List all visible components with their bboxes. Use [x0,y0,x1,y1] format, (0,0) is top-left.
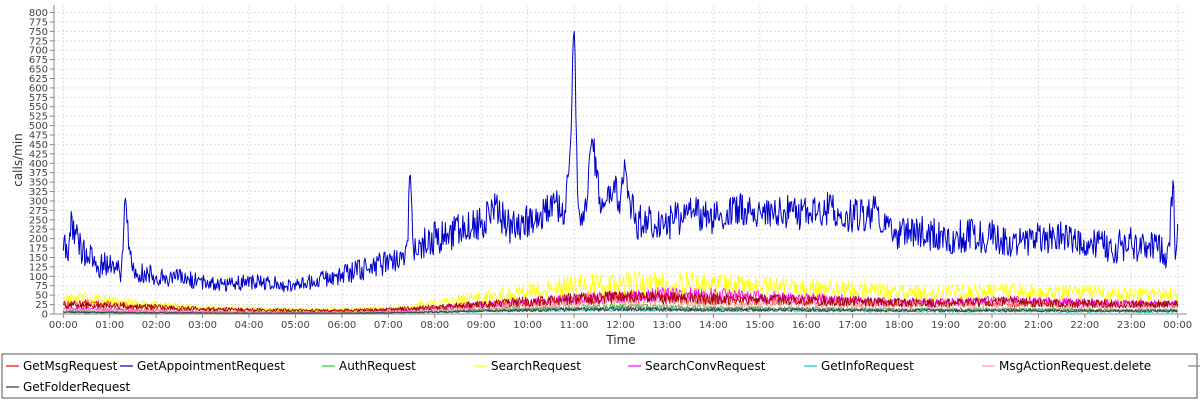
y-tick-label: 300 [29,196,48,207]
x-tick-label: 06:00 [327,320,356,331]
legend-label: GetMsgRequest [23,359,118,373]
x-tick-label: 07:00 [374,320,403,331]
x-tick-label: 04:00 [235,320,264,331]
x-tick-label: 12:00 [606,320,635,331]
legend-label: AuthRequest [339,359,416,373]
x-tick-label: 15:00 [745,320,774,331]
y-tick-label: 650 [29,65,48,76]
y-tick-label: 550 [29,102,48,113]
y-tick-label: 0 [42,310,48,321]
x-tick-label: 19:00 [931,320,960,331]
y-tick-label: 375 [29,168,48,179]
x-tick-label: 08:00 [420,320,449,331]
series-line [63,290,1179,313]
y-tick-label: 450 [29,140,48,151]
legend-item: GetMsgRequest [6,359,118,373]
x-tick-label: 22:00 [1070,320,1099,331]
legend-label: SearchConvRequest [645,359,766,373]
y-tick-label: 475 [29,131,48,142]
y-tick-label: 225 [29,225,48,236]
y-tick-label: 775 [29,17,48,28]
x-tick-label: 10:00 [513,320,542,331]
legend-item: GetAppointmentRequest [120,359,285,373]
y-tick-label: 800 [29,8,48,19]
y-tick-label: 625 [29,74,48,85]
y-tick-label: 150 [29,253,48,264]
plot-area [54,5,1187,314]
y-axis-ticks: 0255075100125150175200225250275300325350… [29,8,54,321]
y-tick-label: 100 [29,272,48,283]
y-tick-label: 250 [29,215,48,226]
y-tick-label: 700 [29,46,48,57]
legend-label: GetFolderRequest [23,380,131,394]
x-tick-label: 01:00 [95,320,124,331]
x-tick-label: 00:00 [49,320,78,331]
legend-item: AuthRequest [322,359,416,373]
y-tick-label: 575 [29,93,48,104]
x-tick-label: 05:00 [281,320,310,331]
y-tick-label: 675 [29,55,48,66]
x-tick-label: 21:00 [1024,320,1053,331]
legend-item: SearchRequest [474,359,581,373]
legend-label: MsgActionRequest.delete [999,359,1151,373]
y-tick-label: 200 [29,234,48,245]
y-axis-title: calls/min [11,133,25,187]
x-axis-ticks: 00:00 01:00 02:00 03:00 04:00 05:00 06:00 07:00… [49,314,1192,331]
x-tick-label: 00:00 [1163,320,1192,331]
y-tick-label: 25 [35,300,48,311]
y-tick-label: 325 [29,187,48,198]
y-tick-label: 125 [29,262,48,273]
x-tick-label: 11:00 [560,320,589,331]
series-line [62,31,1179,293]
legend-item: ConvActionRequest.trash [1188,365,1200,367]
x-tick-label: 23:00 [1117,320,1146,331]
y-tick-label: 425 [29,149,48,160]
legend-label: GetAppointmentRequest [137,359,285,373]
legend [1,353,1198,399]
series-line [62,271,1179,312]
y-tick-label: 500 [29,121,48,132]
legend-item: GetFolderRequest [6,380,131,394]
legend-item: SearchConvRequest [628,359,766,373]
x-axis-title: Time [605,333,635,347]
legend-item: GetInfoRequest [804,359,914,373]
series-line [62,306,1178,314]
x-tick-label: 18:00 [885,320,914,331]
x-tick-label: 03:00 [188,320,217,331]
y-tick-label: 50 [35,291,48,302]
series-lines [62,31,1179,314]
x-tick-label: 16:00 [792,320,821,331]
y-tick-label: 175 [29,244,48,255]
y-tick-label: 75 [35,281,48,292]
y-tick-label: 725 [29,36,48,47]
x-tick-label: 14:00 [699,320,728,331]
legend-item: MsgActionRequest.delete [982,359,1151,373]
x-tick-label: 09:00 [467,320,496,331]
x-tick-label: 13:00 [653,320,682,331]
legend-items: GetMsgRequest GetAppointmentRequest AuthRe… [6,359,1200,394]
x-tick-label: 02:00 [142,320,171,331]
legend-label: GetInfoRequest [821,359,914,373]
legend-label: SearchRequest [491,359,581,373]
y-tick-label: 400 [29,159,48,170]
x-tick-label: 17:00 [838,320,867,331]
y-tick-label: 750 [29,27,48,38]
y-tick-label: 350 [29,178,48,189]
y-tick-label: 525 [29,112,48,123]
x-tick-label: 20:00 [978,320,1007,331]
y-tick-label: 600 [29,83,48,94]
y-tick-label: 275 [29,206,48,217]
